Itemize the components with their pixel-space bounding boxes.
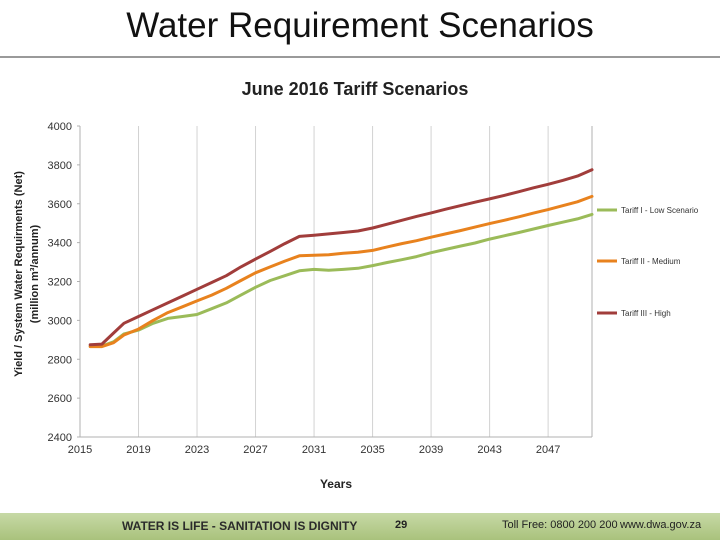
axis-layer: 2015 2019 2023 2027 2031 2035 2039 2043 2047 2400… [48, 121, 593, 456]
x-tick-label: 2031 [302, 444, 326, 456]
x-tick-label: 2039 [419, 444, 443, 456]
x-tick-label: 2019 [126, 444, 150, 456]
y-tick-label: 2600 [48, 393, 72, 405]
x-tick-label: 2027 [243, 444, 267, 456]
y-tick-label: 2800 [48, 354, 72, 366]
website-link[interactable]: www.dwa.gov.za [620, 519, 702, 531]
series-line-2 [88, 194, 594, 349]
series-line-1 [88, 212, 594, 348]
legend-label-1: Tariff I - Low Scenario [621, 206, 699, 215]
line-chart: 2015 2019 2023 2027 2031 2035 2039 2043 2047 2400… [13, 79, 699, 491]
footer-slogan: WATER IS LIFE - SANITATION IS DIGNITY [122, 519, 358, 533]
legend-label-3: Tariff III - High [621, 309, 671, 318]
legend-layer: Tariff I - Low Scenario Tariff II - Mediu… [597, 206, 699, 318]
x-tick-label: 2043 [477, 444, 501, 456]
toll-free-number: Toll Free: 0800 200 200 [502, 519, 618, 531]
x-axis-title: Years [320, 477, 352, 491]
y-axis-title: Yield / System Water Requirments (Net) [13, 171, 25, 377]
chart-title: June 2016 Tariff Scenarios [242, 79, 469, 99]
grid-layer [138, 126, 549, 437]
series-layer [88, 168, 594, 349]
y-tick-label: 3000 [48, 315, 72, 327]
footer-band: WATER IS LIFE - SANITATION IS DIGNITY 29… [0, 513, 720, 540]
page-number: 29 [395, 519, 408, 531]
y-axis-unit: (million m³/annum) [29, 224, 41, 323]
x-tick-label: 2015 [68, 444, 92, 456]
x-tick-label: 2047 [536, 444, 560, 456]
y-tick-label: 4000 [48, 121, 72, 133]
x-tick-label: 2023 [185, 444, 209, 456]
y-tick-label: 2400 [48, 432, 72, 444]
y-tick-label: 3800 [48, 160, 72, 172]
chart-frame: 2015 2019 2023 2027 2031 2035 2039 2043 2047 2400… [0, 56, 720, 515]
x-tick-label: 2035 [360, 444, 384, 456]
legend-label-2: Tariff II - Medium [621, 257, 681, 266]
y-tick-label: 3600 [48, 199, 72, 211]
y-tick-label: 3200 [48, 277, 72, 289]
series-line-3 [88, 168, 594, 347]
y-tick-label: 3400 [48, 238, 72, 250]
slide-title: Water Requirement Scenarios [126, 6, 594, 45]
